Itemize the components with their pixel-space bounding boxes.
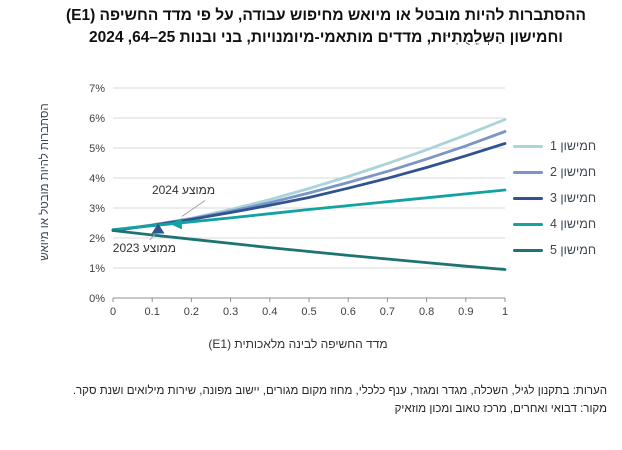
chart-title-line1: ההסתברות להיות מובטל או מיואש מחיפוש עבו… (65, 7, 587, 24)
annotation-label-1: ממוצע 2024 (151, 183, 216, 197)
legend-swatch-icon (513, 170, 543, 174)
plot-area: 0% 1% 2% 3% 4% 5% 6% 7% 0 0.1 0.2 0.3 0.4 0.5 0.6 0.7 0.… (50, 72, 520, 328)
footnotes: הערות: בתקנון לגיל, השכלה, מגדר ומגזר, ע… (20, 383, 607, 418)
footnote-notes: הערות: בתקנון לגיל, השכלה, מגדר ומגזר, ע… (72, 385, 607, 397)
chart-title-line2: וחמישון הַשְּלֵמֻתִיּות, מדדים מותאמי-מי… (89, 29, 563, 46)
y-tick-label: 7% (89, 83, 105, 95)
x-tick-label: 0.4 (262, 306, 277, 318)
annotation-leader (181, 200, 206, 217)
legend-label: חמישון 5 (550, 243, 597, 257)
legend-swatch-icon (513, 248, 543, 252)
legend-label: חמישון 3 (550, 191, 597, 205)
y-tick-label: 1% (89, 263, 105, 275)
legend-label: חמישון 2 (550, 165, 597, 179)
y-tick-label: 0% (89, 293, 105, 305)
x-tick-label: 0.3 (223, 306, 238, 318)
series-line-1 (111, 118, 507, 232)
legend-item-4: חמישון 4 (513, 211, 596, 237)
series-line-2 (111, 130, 507, 232)
legend-item-3: חמישון 3 (513, 185, 596, 211)
annotation-marker-1 (169, 218, 182, 230)
legend-swatch-icon (513, 196, 543, 200)
y-tick-label: 5% (89, 143, 105, 155)
x-tick-label: 0.7 (380, 306, 395, 318)
legend-label: חמישון 1 (550, 139, 597, 153)
x-tick-label: 0.1 (145, 306, 160, 318)
legend-swatch-icon (513, 222, 543, 226)
legend-item-1: חמישון 1 (513, 133, 596, 159)
annotation-marker-2 (151, 223, 165, 234)
legend-swatch-icon (513, 144, 543, 148)
legend-item-5: חמישון 5 (513, 237, 596, 263)
y-tick-label: 6% (89, 113, 105, 125)
y-tick-label: 2% (89, 233, 105, 245)
y-tick-label: 3% (89, 203, 105, 215)
legend-label: חמישון 4 (550, 217, 597, 231)
x-tick-label: 0.6 (341, 306, 356, 318)
x-tick-label: 0.2 (184, 306, 199, 318)
chart-svg: 0% 1% 2% 3% 4% 5% 6% 7% 0 0.1 0.2 0.3 0.4 0.5 0.6 0.7 0.… (89, 83, 508, 318)
x-tick-label: 1 (502, 306, 508, 318)
chart-title: ההסתברות להיות מובטל או מיואש מחיפוש עבו… (40, 5, 612, 49)
footnote-source: מקור: דבואי ואחרים, מרכז טאוב ומכון מוזא… (394, 402, 607, 415)
legend-item-2: חמישון 2 (513, 159, 596, 185)
y-tick-label: 4% (89, 173, 105, 185)
series-line-5 (111, 229, 507, 271)
x-tick-label: 0.8 (419, 306, 434, 318)
annotation-label-2: ממוצע 2023 (112, 240, 176, 255)
x-tick-label: 0.9 (458, 306, 473, 318)
x-tick-label: 0.5 (301, 306, 316, 318)
legend: חמישון 1 חמישון 2 חמישון 3 חמישון 4 חמישון 5 (513, 133, 596, 263)
x-tick-label: 0 (110, 306, 116, 318)
x-axis-title: מדד החשיפה לבינה מלאכותית (E1) (208, 337, 388, 351)
